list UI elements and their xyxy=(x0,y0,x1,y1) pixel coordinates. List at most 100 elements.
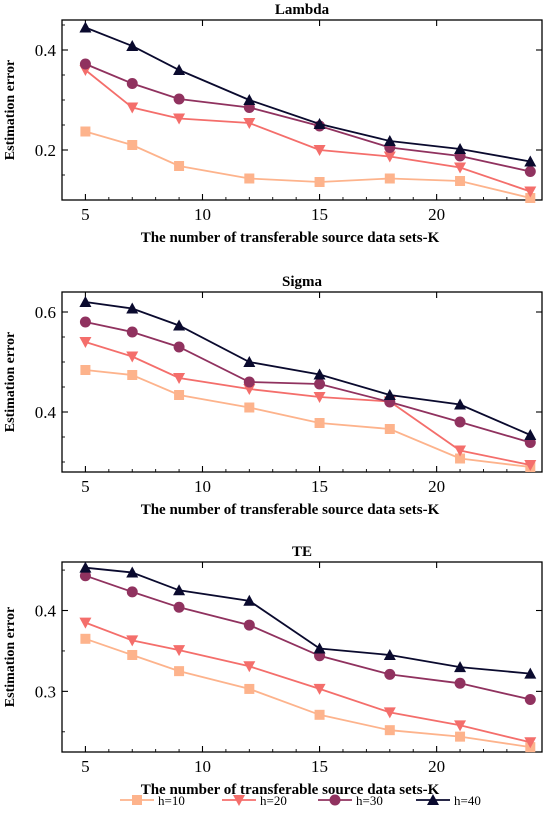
data-point xyxy=(524,186,537,198)
data-point xyxy=(126,102,139,114)
legend-marker xyxy=(233,795,245,806)
data-point xyxy=(79,617,92,629)
y-tick-label: 0.4 xyxy=(35,41,57,60)
series-h-20 xyxy=(79,617,537,749)
series-h-20 xyxy=(79,65,537,198)
data-point xyxy=(524,737,537,749)
series-line xyxy=(85,369,531,468)
data-point xyxy=(244,402,255,413)
legend-marker xyxy=(132,795,142,805)
data-point xyxy=(79,58,91,70)
series-line xyxy=(85,621,531,744)
data-point xyxy=(126,40,139,51)
series-h-10 xyxy=(80,633,536,753)
data-point xyxy=(126,326,138,338)
data-point xyxy=(243,356,256,367)
data-point xyxy=(454,416,466,428)
data-point xyxy=(383,389,396,400)
legend-marker xyxy=(329,794,341,806)
data-point xyxy=(383,135,396,146)
data-point xyxy=(313,368,326,380)
legend: h=10 h=20 h=30 h=40 xyxy=(120,793,481,808)
series-line xyxy=(85,63,531,173)
y-axis-label: Estimation error xyxy=(3,60,18,160)
data-point xyxy=(314,378,326,390)
legend-item: h=20 xyxy=(222,793,287,808)
legend-item: h=30 xyxy=(318,793,383,808)
series-line xyxy=(85,130,531,199)
legend-label: h=10 xyxy=(158,793,185,808)
data-point xyxy=(384,173,395,184)
chart-title: Lambda xyxy=(275,2,330,18)
data-point xyxy=(79,337,92,348)
panel-sigma: Sigma 5 10 15 20 0.4 0.6 The number of transfer… xyxy=(3,274,543,518)
y-tick-label: 0.2 xyxy=(35,141,56,160)
x-tick-label: 15 xyxy=(311,477,328,496)
plot-frame xyxy=(61,291,543,473)
data-point xyxy=(173,319,186,331)
series-h-40 xyxy=(79,296,537,440)
data-point xyxy=(314,709,325,720)
data-point xyxy=(127,370,138,380)
series-line xyxy=(85,574,531,701)
x-tick-label: 5 xyxy=(81,477,90,496)
data-point xyxy=(243,384,256,395)
data-point xyxy=(243,619,255,631)
data-point xyxy=(313,642,326,654)
y-tick-label: 0.6 xyxy=(35,303,56,322)
series-line xyxy=(85,566,531,675)
data-point xyxy=(244,683,255,694)
data-point xyxy=(80,126,91,137)
data-point xyxy=(383,648,396,660)
data-point xyxy=(79,570,91,582)
data-point xyxy=(455,731,466,742)
data-point xyxy=(173,341,185,353)
data-point xyxy=(79,21,92,33)
data-point xyxy=(454,677,466,689)
data-point xyxy=(384,668,396,680)
data-point xyxy=(126,566,139,578)
data-point xyxy=(313,392,326,403)
legend-item: h=40 xyxy=(416,793,481,808)
y-axis-label: Estimation error xyxy=(3,607,18,707)
data-point xyxy=(127,140,138,150)
data-point xyxy=(243,376,255,388)
data-point xyxy=(455,453,466,464)
chart-title: TE xyxy=(292,544,312,560)
x-axis-label: The number of transferable source data s… xyxy=(141,782,440,798)
data-point xyxy=(383,707,396,719)
x-tick-label: 15 xyxy=(311,205,328,224)
series-h-40 xyxy=(79,561,537,679)
panel-lambda: Lambda 5 10 15 20 0.2 0.4 The number of transfe… xyxy=(3,2,543,246)
data-point xyxy=(454,398,467,410)
data-point xyxy=(524,155,537,167)
data-point xyxy=(173,93,185,105)
data-point xyxy=(243,94,256,105)
series-h-40 xyxy=(79,21,537,167)
data-point xyxy=(173,645,186,657)
data-point xyxy=(454,445,467,457)
plot-frame xyxy=(61,561,543,753)
data-point xyxy=(174,666,185,677)
x-axis-label: The number of transferable source data s… xyxy=(141,502,440,518)
data-point xyxy=(525,193,536,203)
data-point xyxy=(174,390,185,400)
data-point xyxy=(383,151,396,163)
series-h-10 xyxy=(80,126,536,203)
series-line xyxy=(85,341,531,466)
legend-label: h=30 xyxy=(356,793,383,808)
legend-marker xyxy=(427,794,439,805)
x-tick-label: 15 xyxy=(311,757,328,776)
y-axis-label: Estimation error xyxy=(3,332,18,432)
data-point xyxy=(454,661,467,673)
data-point xyxy=(384,424,395,434)
series-line xyxy=(85,26,531,163)
data-point xyxy=(127,649,138,660)
data-point xyxy=(173,373,186,384)
data-point xyxy=(244,173,255,184)
series-h-10 xyxy=(80,365,536,472)
series-line xyxy=(85,321,531,444)
data-point xyxy=(173,601,185,613)
x-tick-label: 10 xyxy=(194,205,211,224)
data-point xyxy=(454,162,467,174)
